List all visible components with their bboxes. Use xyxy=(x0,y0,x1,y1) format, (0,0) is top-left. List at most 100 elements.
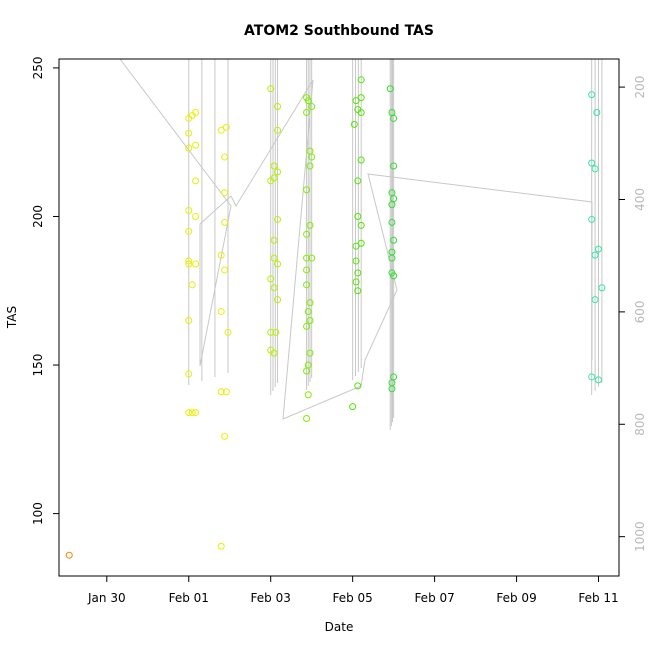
x-tick-label: Feb 07 xyxy=(414,591,454,605)
data-point xyxy=(303,415,311,423)
y2-tick-label: 600 xyxy=(633,300,647,323)
data-point xyxy=(270,284,278,292)
y-axis-label: TAS xyxy=(5,306,19,329)
data-point xyxy=(185,316,193,324)
data-point xyxy=(357,221,365,229)
data-point xyxy=(388,269,396,277)
data-point xyxy=(591,251,599,259)
data-point xyxy=(270,174,278,182)
data-point xyxy=(217,542,225,550)
data-point xyxy=(390,162,398,170)
data-point xyxy=(303,94,311,102)
data-point xyxy=(306,316,314,324)
data-point xyxy=(588,373,596,381)
data-point xyxy=(188,409,196,417)
y2-tick-label: 200 xyxy=(633,76,647,99)
y-tick-label: 250 xyxy=(31,56,45,79)
data-point xyxy=(588,159,596,167)
data-point xyxy=(185,260,193,268)
data-point xyxy=(221,189,229,197)
data-point xyxy=(270,236,278,244)
data-point xyxy=(221,432,229,440)
data-point xyxy=(217,308,225,316)
data-point xyxy=(349,403,357,411)
data-point xyxy=(303,108,311,116)
data-point xyxy=(192,260,200,268)
data-point xyxy=(354,106,362,114)
data-point xyxy=(388,108,396,116)
data-point xyxy=(303,322,311,330)
data-point xyxy=(591,165,599,173)
data-point xyxy=(217,388,225,396)
data-point xyxy=(306,162,314,170)
data-point xyxy=(354,382,362,390)
data-point xyxy=(303,254,311,262)
data-point xyxy=(308,254,316,262)
data-point xyxy=(185,370,193,378)
data-point xyxy=(354,269,362,277)
track-line xyxy=(119,58,593,420)
data-point xyxy=(272,328,280,336)
data-point xyxy=(185,257,193,265)
data-point xyxy=(357,156,365,164)
data-point xyxy=(304,308,312,316)
data-point xyxy=(270,349,278,357)
data-point xyxy=(185,207,193,215)
y-tick-label: 100 xyxy=(31,502,45,525)
data-point xyxy=(306,147,314,155)
plot-frame xyxy=(58,58,620,577)
x-tick-label: Feb 09 xyxy=(496,591,536,605)
data-point xyxy=(352,257,360,265)
data-point xyxy=(188,281,196,289)
data-point xyxy=(304,391,312,399)
data-point xyxy=(352,97,360,105)
data-point xyxy=(598,284,606,292)
data-point xyxy=(270,254,278,262)
data-point xyxy=(185,144,193,152)
data-points xyxy=(65,76,606,559)
data-point xyxy=(303,281,311,289)
data-point xyxy=(354,287,362,295)
data-point xyxy=(357,94,365,102)
data-point xyxy=(595,376,603,384)
data-point xyxy=(192,409,200,417)
data-point xyxy=(267,85,275,93)
data-point xyxy=(274,215,282,223)
data-point xyxy=(352,278,360,286)
data-point xyxy=(352,242,360,250)
data-point xyxy=(308,103,316,111)
data-point xyxy=(388,248,396,256)
data-point xyxy=(185,409,193,417)
x-tick-label: Feb 05 xyxy=(332,591,372,605)
data-point xyxy=(591,296,599,304)
data-point xyxy=(221,266,229,274)
data-point xyxy=(306,299,314,307)
data-point xyxy=(224,328,232,336)
data-point xyxy=(274,103,282,111)
data-point xyxy=(357,76,365,84)
data-point xyxy=(274,126,282,134)
y2-tick-label: 1000 xyxy=(633,521,647,552)
x-tick-label: Feb 01 xyxy=(169,591,209,605)
data-point xyxy=(267,275,275,283)
data-point xyxy=(192,177,200,185)
chart-title: ATOM2 Southbound TAS xyxy=(244,23,434,39)
data-point xyxy=(303,186,311,194)
y2-tick-label: 800 xyxy=(633,413,647,436)
data-point xyxy=(303,266,311,274)
data-point xyxy=(388,218,396,226)
data-point xyxy=(388,189,396,197)
data-point xyxy=(303,230,311,238)
data-point xyxy=(357,239,365,247)
x-tick-label: Feb 03 xyxy=(251,591,291,605)
data-point xyxy=(192,212,200,220)
data-point xyxy=(350,120,358,128)
data-point xyxy=(306,221,314,229)
x-tick-label: Feb 11 xyxy=(578,591,618,605)
data-point xyxy=(306,349,314,357)
x-tick-label: Jan 30 xyxy=(87,591,126,605)
data-point xyxy=(270,162,278,170)
y-tick-label: 150 xyxy=(31,354,45,377)
